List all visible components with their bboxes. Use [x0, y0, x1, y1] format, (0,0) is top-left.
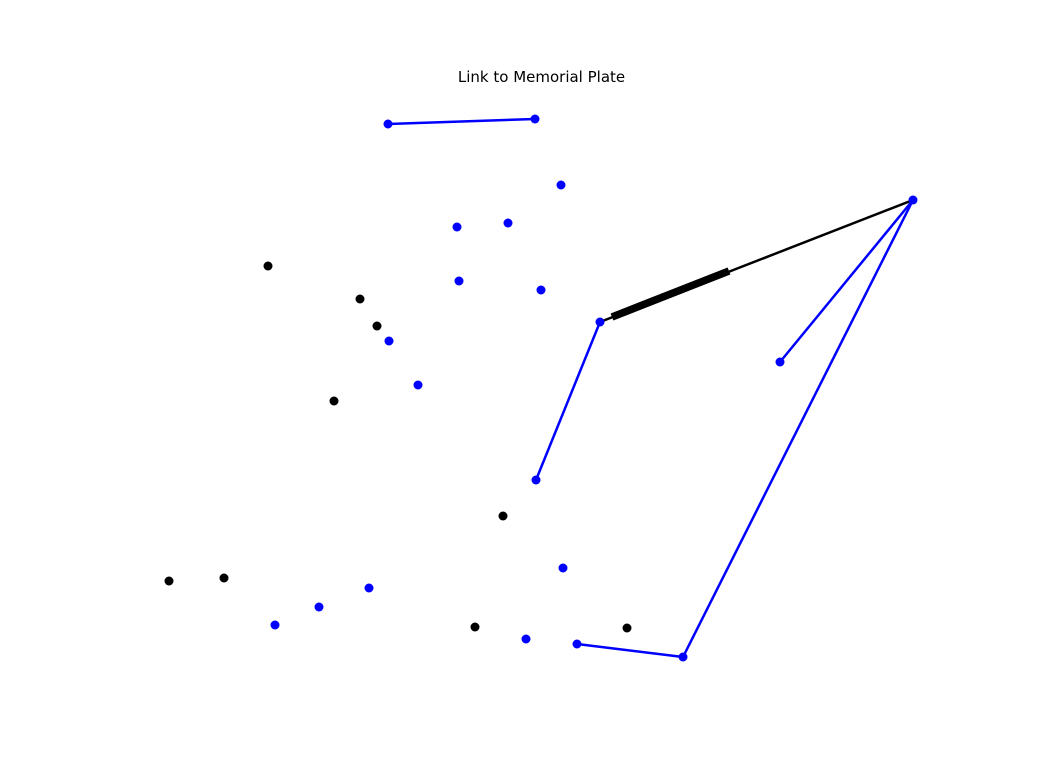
blue-node [531, 475, 541, 485]
nodes [164, 114, 918, 662]
blue-node [383, 119, 393, 129]
blue-node [556, 180, 566, 190]
blue-node [558, 563, 568, 573]
blue-node [454, 276, 464, 286]
blue-node [452, 222, 462, 232]
blue-node [572, 639, 582, 649]
blue-node [384, 336, 394, 346]
black-node [470, 622, 480, 632]
blue-node [536, 285, 546, 295]
blue-node [503, 218, 513, 228]
edge-top [387, 117, 536, 126]
black-node [498, 511, 508, 521]
blue-node [364, 583, 374, 593]
blue-node [521, 634, 531, 644]
black-node [329, 396, 339, 406]
black-node [622, 623, 632, 633]
black-node [355, 294, 365, 304]
black-node [164, 576, 174, 586]
blue-node [314, 602, 324, 612]
black-node [219, 573, 229, 583]
blue-node [270, 620, 280, 630]
edge-highlight-segment [610, 267, 731, 321]
blue-node [775, 357, 785, 367]
blue-node [908, 195, 918, 205]
edges [387, 117, 915, 659]
edge-hub-to-bottom [681, 199, 915, 658]
edge-center-to-lower [534, 321, 602, 481]
blue-node [678, 652, 688, 662]
black-node [372, 321, 382, 331]
edge-bottom [576, 642, 684, 659]
blue-node [413, 380, 423, 390]
black-node [263, 261, 273, 271]
blue-node [595, 317, 605, 327]
edge-hub-to-right-node [779, 199, 914, 363]
diagram-title: Link to Memorial Plate [457, 68, 626, 86]
blue-node [530, 114, 540, 124]
